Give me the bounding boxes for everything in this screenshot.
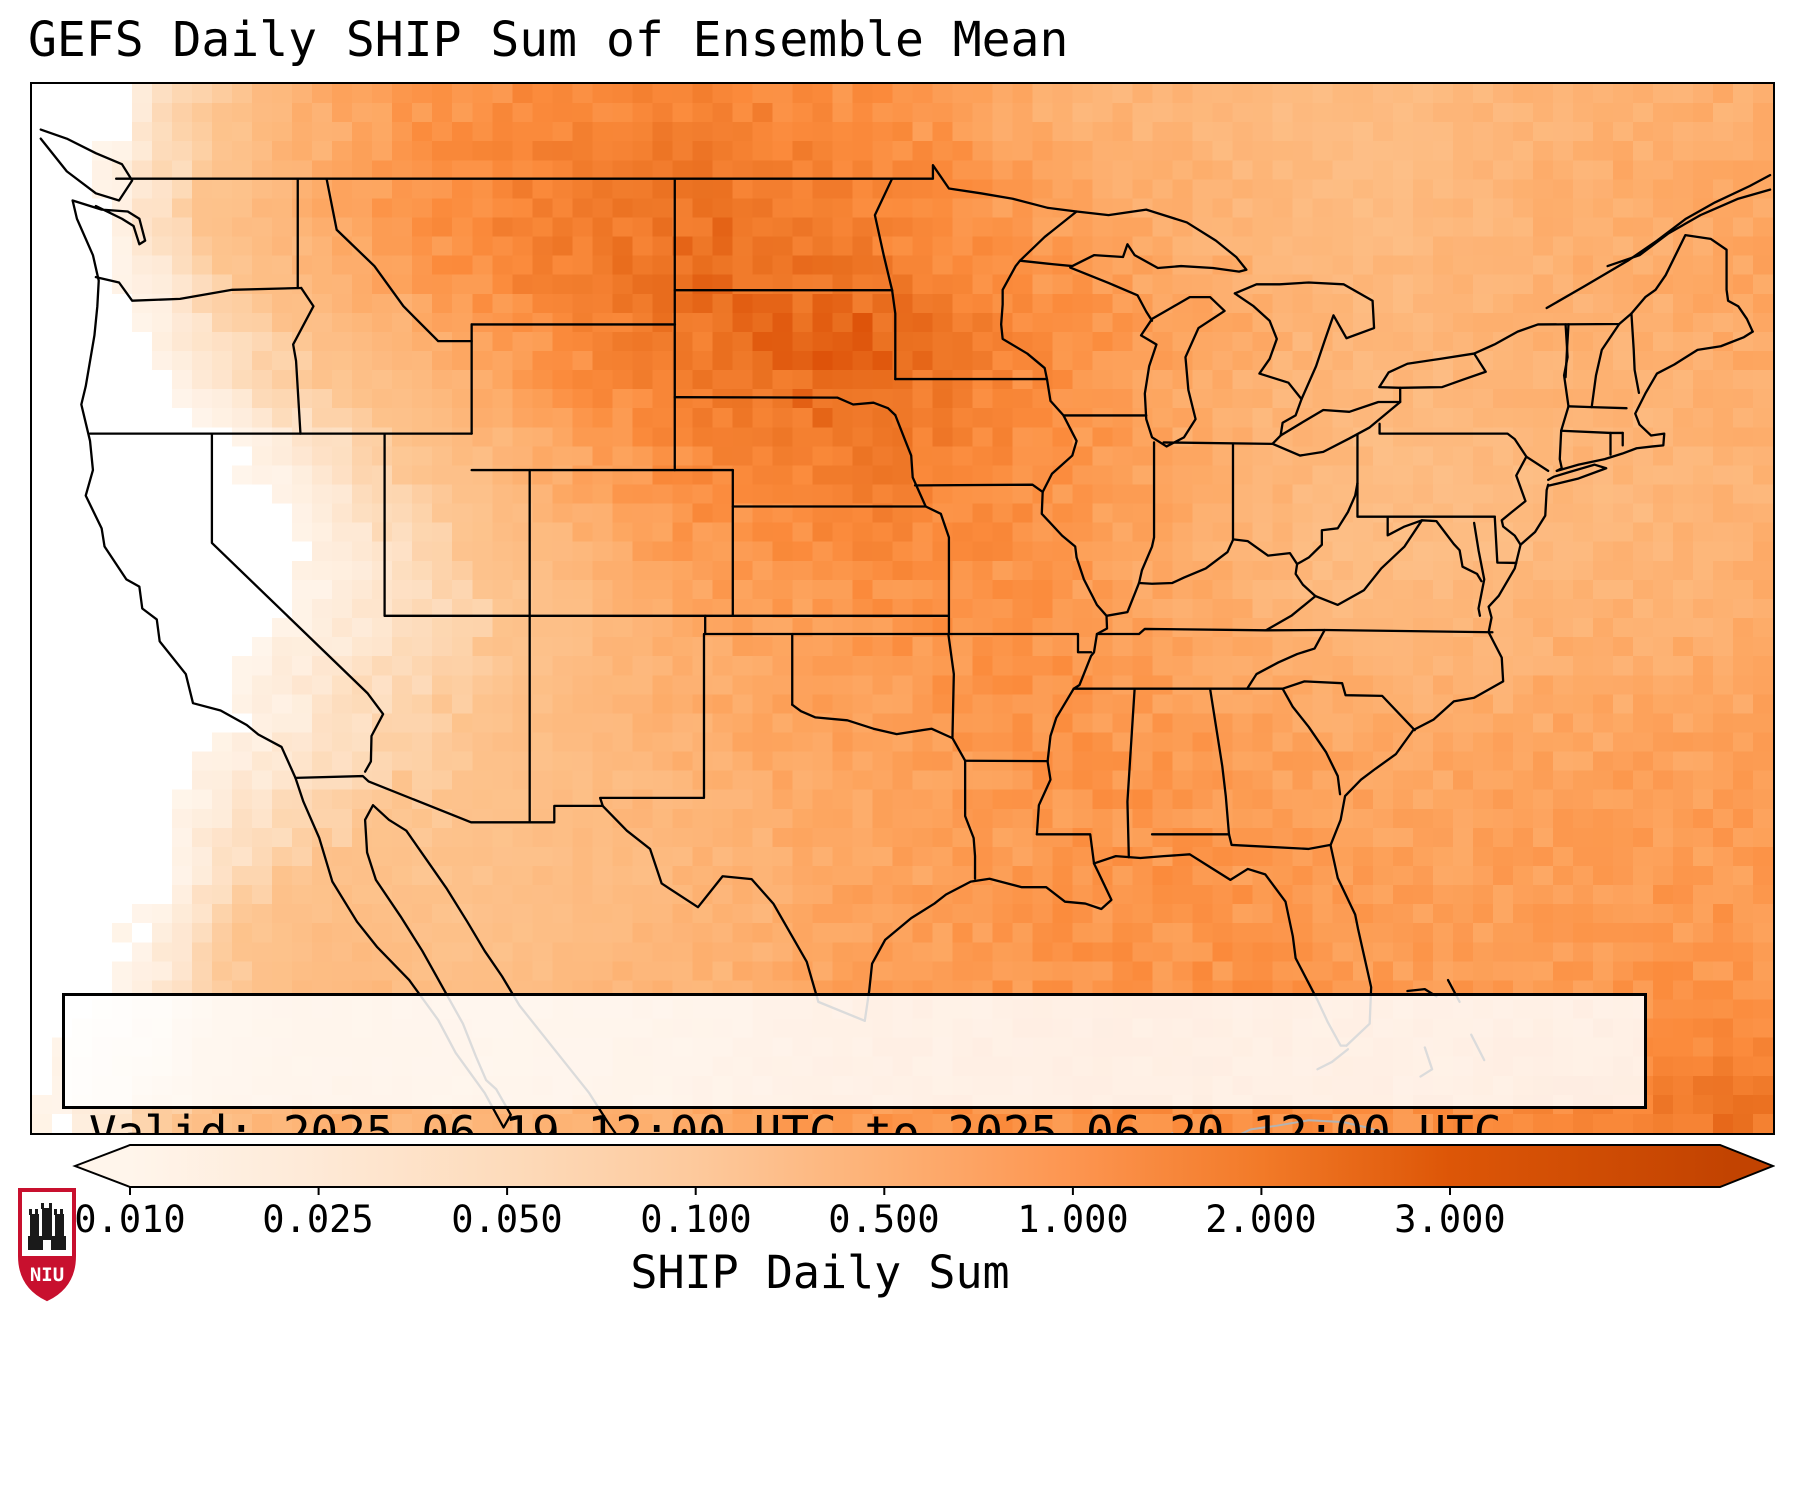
castle-icon — [28, 1203, 66, 1250]
tick-label-3: 0.100 — [640, 1198, 752, 1241]
tick-label-1: 0.025 — [262, 1198, 374, 1241]
tick-label-4: 0.500 — [828, 1198, 940, 1241]
colorbar-bar — [72, 1144, 1775, 1188]
tick-label-5: 1.000 — [1017, 1198, 1129, 1241]
colorbar — [72, 1144, 1775, 1195]
tick-label-7: 3.000 — [1394, 1198, 1506, 1241]
niu-logo: NIU — [18, 1188, 76, 1302]
colorbar-ticks — [129, 1187, 1451, 1195]
map-boundaries-svg — [39, 128, 1772, 1133]
logo-text: NIU — [30, 1264, 64, 1286]
info-box: Valid: 2025-06-19 12:00 UTC to 2025-06-2… — [62, 993, 1647, 1133]
map-panel: Valid: 2025-06-19 12:00 UTC to 2025-06-2… — [30, 82, 1775, 1135]
page-title: GEFS Daily SHIP Sum of Ensemble Mean — [28, 12, 1069, 68]
tick-label-6: 2.000 — [1205, 1198, 1317, 1241]
tick-label-2: 0.050 — [451, 1198, 563, 1241]
colorbar-label: SHIP Daily Sum — [630, 1246, 1010, 1299]
tick-label-0: 0.010 — [74, 1198, 186, 1241]
logo-band — [20, 1256, 74, 1299]
valid-line: Valid: 2025-06-19 12:00 UTC to 2025-06-2… — [89, 1106, 1502, 1135]
heatmap-canvas — [32, 84, 1773, 1133]
